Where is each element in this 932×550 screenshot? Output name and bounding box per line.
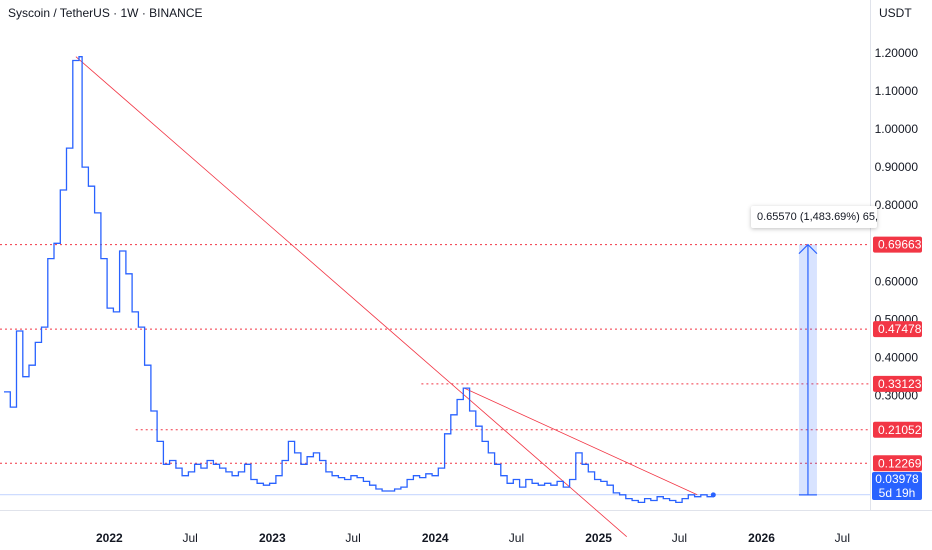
measure-layer — [798, 243, 818, 496]
x-tick-label: 2026 — [748, 531, 775, 545]
level-price-tag — [873, 421, 922, 438]
level-price-tag — [873, 455, 922, 472]
x-tick-label: Jul — [345, 531, 360, 545]
y-tick-label: 1.20000 — [875, 46, 919, 60]
y-tick-label: 1.00000 — [875, 122, 919, 136]
level-price-label: 0.33123 — [878, 377, 922, 391]
level-price-label: 0.47478 — [878, 322, 922, 336]
level-price-tag — [873, 321, 922, 338]
level-price-label: 0.69663 — [878, 238, 922, 252]
x-tick-label: Jul — [672, 531, 687, 545]
level-price-tag — [873, 236, 922, 253]
x-tick-label: Jul — [835, 531, 850, 545]
measure-label: 0.65570 (1,483.69%) 65, — [751, 206, 877, 228]
last-price-marker — [710, 492, 716, 498]
level-price-tag — [873, 375, 922, 392]
level-layer — [0, 244, 870, 496]
y-tick-label: 0.30000 — [875, 389, 919, 403]
y-tick-label: 0.80000 — [875, 198, 919, 212]
x-tick-label: 2022 — [96, 531, 123, 545]
time-axis[interactable]: 2022 Jul 2023 Jul 2024 Jul 2025 Jul 2026 Jul — [96, 531, 850, 545]
x-tick-label: 2025 — [585, 531, 612, 545]
x-tick-label: 2023 — [259, 531, 286, 545]
currency-label[interactable]: USDT — [879, 6, 912, 20]
x-tick-label: Jul — [509, 531, 524, 545]
price-series-line — [4, 56, 714, 504]
y-tick-label: 0.60000 — [875, 274, 919, 288]
y-tick-label: 0.40000 — [875, 351, 919, 365]
price-axis[interactable]: 0.300000.400000.500000.600000.700000.800… — [875, 46, 919, 403]
trendline-layer — [75, 56, 698, 537]
x-tick-label: 2024 — [422, 531, 449, 545]
y-tick-label: 0.90000 — [875, 160, 919, 174]
level-price-label: 0.21052 — [878, 423, 922, 437]
y-tick-label: 1.10000 — [875, 84, 919, 98]
current-price-badge: 0.03978 5d 19h — [872, 472, 922, 500]
current-price-value: 0.03978 — [875, 472, 919, 486]
time-axis-divider — [0, 510, 932, 511]
chart-title: Syscoin / TetherUS · 1W · BINANCE — [8, 6, 203, 20]
price-labels: 0.69663 0.47478 0.33123 0.21052 0.12269 — [873, 236, 922, 472]
x-tick-label: Jul — [182, 531, 197, 545]
series-layer — [4, 56, 716, 504]
level-price-label: 0.12269 — [878, 456, 922, 470]
trendline-2 — [464, 387, 698, 496]
measure-arrow-head — [798, 243, 818, 255]
price-axis-divider — [870, 0, 871, 510]
trendline-1 — [75, 56, 627, 537]
bar-countdown: 5d 19h — [878, 486, 916, 500]
